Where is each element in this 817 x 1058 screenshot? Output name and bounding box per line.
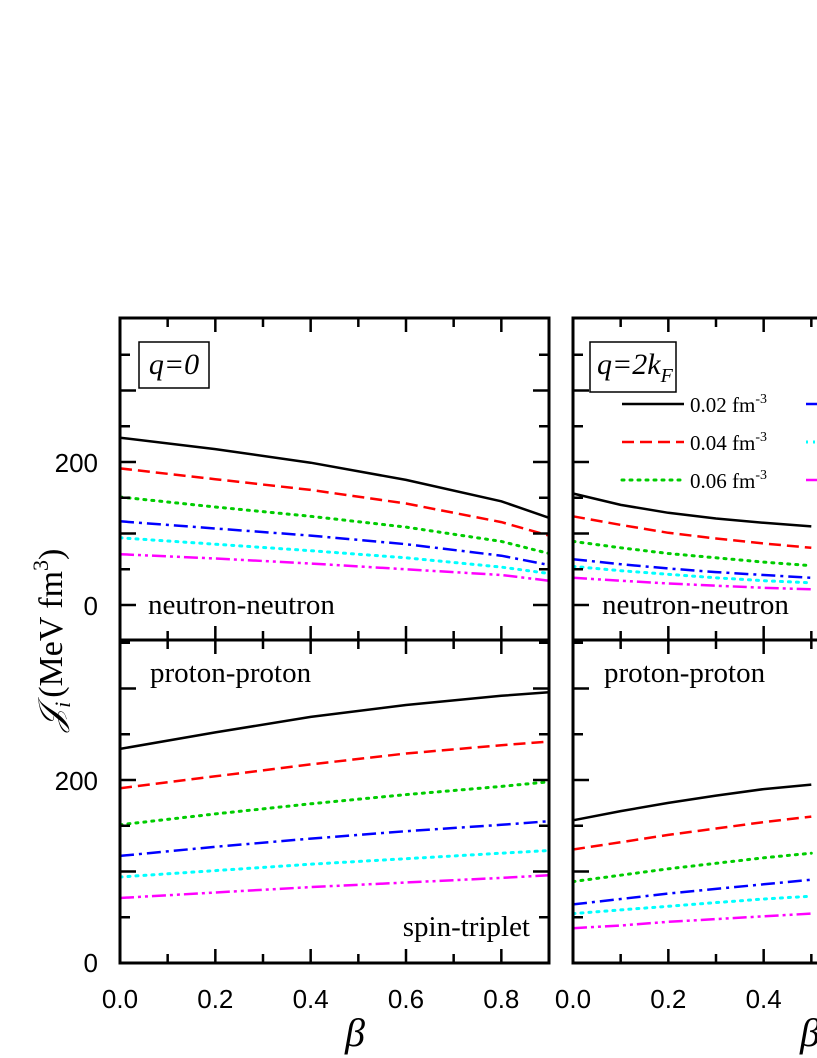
series-line-panel2-top-1 xyxy=(572,515,812,550)
series-line-panel2-top-3 xyxy=(572,557,812,580)
legend-label-1-exp: -3 xyxy=(755,430,767,445)
q-label-right: q=2kF xyxy=(597,348,674,387)
x-tick-label-panel1-4: 0.8 xyxy=(483,984,519,1014)
q-label-left: q=0 xyxy=(149,348,199,381)
x-tick-label-panel1-0: 0.0 xyxy=(102,984,138,1014)
y-tick-label-top-200: 200 xyxy=(55,448,98,478)
panel-label-spin-triplet: spin-triplet xyxy=(403,911,530,943)
q-label-frame-right xyxy=(589,341,677,393)
series-line-panel1-bottom-0 xyxy=(119,690,550,751)
legend-label-0: 0.02 fm-3 xyxy=(690,392,767,417)
series-line-panel1-top-3 xyxy=(119,520,550,567)
series-line-panel2-top-0 xyxy=(572,492,812,528)
panel-label-proton-proton-left: proton-proton xyxy=(150,657,312,689)
axes-frame-panel2-bottom xyxy=(571,638,817,965)
series-line-panel1-bottom-2 xyxy=(118,780,551,827)
x-tick-label-panel1-2: 0.4 xyxy=(293,984,329,1014)
y-axis-subscript: i xyxy=(50,702,75,708)
y-axis-units: (MeV fm xyxy=(33,571,70,698)
legend-label-0-exp: -3 xyxy=(755,392,767,407)
y-tick-label-top-0: 0 xyxy=(84,591,98,621)
series-line-panel1-bottom-4 xyxy=(118,849,551,879)
series-layer xyxy=(118,436,813,930)
legend-label-1-text: 0.04 fm xyxy=(690,431,755,455)
legend-label-1: 0.04 fm-3 xyxy=(690,430,767,455)
panel-label-neutron-neutron-left: neutron-neutron xyxy=(148,589,335,621)
q-label-box-left: q=0 xyxy=(138,341,210,389)
y-tick-label-bottom-0: 0 xyxy=(84,948,98,978)
series-line-panel2-bottom-4 xyxy=(571,894,813,916)
y-axis-units-close: ) xyxy=(33,549,70,560)
series-line-panel1-top-0 xyxy=(119,436,550,519)
series-line-panel1-bottom-5 xyxy=(119,873,550,900)
y-axis-units-exponent: 3 xyxy=(28,560,53,571)
series-line-panel2-bottom-1 xyxy=(572,815,812,851)
series-line-panel2-bottom-2 xyxy=(571,851,813,884)
x-axis-title: β xyxy=(344,1010,365,1055)
y-axis-title: 𝒥i(MeV fm3) xyxy=(28,549,75,734)
series-line-panel2-bottom-0 xyxy=(572,783,812,822)
legend-label-2-exp: -3 xyxy=(755,468,767,483)
axes-layer: 0.0 0.2 0.4 0.6 0.8 0.0 0.2 0.4 xyxy=(102,316,817,1014)
y-tick-label-bottom-200: 200 xyxy=(55,766,98,796)
legend-label-2-text: 0.06 fm xyxy=(690,469,755,493)
q-label-right-sub: F xyxy=(660,365,674,387)
axes-frame-panel1-bottom xyxy=(118,638,551,965)
q-label-right-main: q=2k xyxy=(597,348,661,381)
x-tick-label-panel2-1: 0.2 xyxy=(650,984,686,1014)
series-line-panel1-bottom-3 xyxy=(119,819,550,858)
legend-label-2: 0.06 fm-3 xyxy=(690,468,767,493)
panel-label-neutron-neutron-right: neutron-neutron xyxy=(602,589,789,621)
series-line-panel1-top-1 xyxy=(119,467,550,537)
x-tick-label-panel1-1: 0.2 xyxy=(197,984,233,1014)
x-tick-label-panel1-3: 0.6 xyxy=(388,984,424,1014)
panel-label-proton-proton-right: proton-proton xyxy=(604,657,766,689)
q-label-box-right: q=2kF xyxy=(589,341,677,393)
legend-label-0-text: 0.02 fm xyxy=(690,393,755,417)
series-line-panel2-top-5 xyxy=(572,576,812,591)
series-line-panel1-bottom-1 xyxy=(119,740,550,790)
series-line-panel2-bottom-3 xyxy=(572,878,812,906)
series-line-panel2-bottom-5 xyxy=(572,912,812,930)
series-line-panel1-top-2 xyxy=(118,495,551,555)
series-line-panel1-top-5 xyxy=(119,552,550,582)
series-line-panel1-top-4 xyxy=(118,536,551,575)
q-label-frame-left xyxy=(138,341,210,389)
x-axis-title-2: β xyxy=(799,1010,817,1055)
x-tick-label-panel2-2: 0.4 xyxy=(746,984,782,1014)
x-tick-label-panel2-0: 0.0 xyxy=(555,984,591,1014)
series-line-panel2-top-4 xyxy=(571,564,813,585)
legend: 0.02 fm-3 0.04 fm-3 0.06 fm-3 xyxy=(620,392,817,493)
series-line-panel2-top-2 xyxy=(571,539,813,568)
